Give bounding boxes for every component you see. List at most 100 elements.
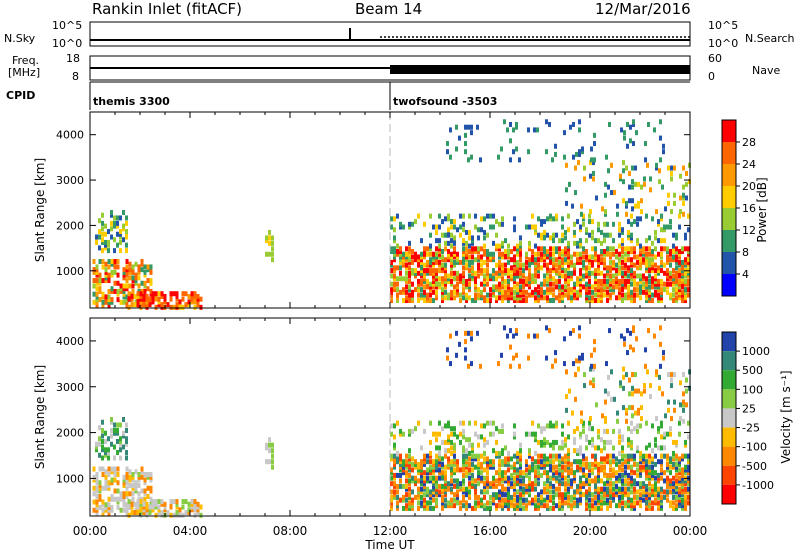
velocity-cell [417,500,420,506]
power-cell [429,287,432,293]
power-cell [149,267,153,273]
velocity-cell [450,431,453,437]
power-cell [411,270,414,276]
power-cell [543,232,546,238]
power-cell [516,270,519,276]
power-cell [447,213,450,219]
velocity-cell [507,489,510,495]
power-cell [527,127,530,133]
power-cell [612,262,615,268]
power-cell [516,268,519,274]
power-cell [139,296,143,302]
power-cell [618,295,621,301]
power-cell [647,121,650,127]
velocity-cell [549,497,552,503]
velocity-cell [662,350,665,356]
power-cell [122,275,126,281]
power-cell [619,173,622,179]
velocity-cell [685,402,688,408]
power-cell [576,219,579,225]
velocity-cell [651,505,654,511]
power-cell [113,261,117,267]
power-cell [627,278,630,284]
power-cell [543,254,546,260]
power-cell [474,276,477,282]
power-cell [672,243,675,249]
power-cell [594,254,597,260]
power-cell [420,254,423,260]
velocity-cell [649,394,652,400]
velocity-cell [471,456,474,462]
velocity-cell [450,500,453,506]
power-cell [573,270,576,276]
velocity-cell [618,464,621,470]
power-cell [492,289,495,295]
velocity-cell [393,483,396,489]
power-cell [471,249,474,255]
velocity-cell [399,461,402,467]
power-cell [675,257,678,263]
power-cell [549,289,552,295]
velocity-cell [585,494,588,500]
velocity-cell [468,481,471,487]
power-cell [190,296,194,302]
velocity-cell [489,500,492,506]
velocity-cell [675,464,678,470]
power-cell [402,254,405,260]
power-cell [585,295,588,301]
power-cell [435,246,438,252]
power-cell [573,284,576,290]
velocity-cell [578,333,581,339]
velocity-cell [468,503,471,509]
power-cell [604,181,607,187]
velocity-cell [122,507,126,513]
power-cell [659,157,662,163]
power-cell [464,141,467,147]
velocity-cell [104,483,108,488]
power-cell [607,184,610,190]
power-cell [429,281,432,287]
velocity-cell [612,467,615,473]
velocity-cell [580,410,583,416]
power-cell [504,238,507,244]
power-cell [453,254,456,260]
velocity-cell [196,501,200,507]
velocity-cell [570,467,573,473]
velocity-cell [549,442,552,448]
velocity-cell [444,464,447,470]
velocity-cell [684,497,687,503]
power-cell [396,249,399,255]
power-cell [507,270,510,276]
velocity-cell [139,507,143,513]
power-cell [441,292,444,298]
power-cell [555,270,558,276]
velocity-cell [444,439,447,445]
velocity-cell [513,431,516,437]
velocity-cell [545,355,548,361]
velocity-cell [122,496,126,502]
velocity-cell [444,453,447,459]
power-cell [417,257,420,263]
velocity-cell [402,497,405,503]
power-cell [462,289,465,295]
power-cell [579,240,582,246]
power-cell [687,278,690,284]
velocity-cell [441,500,444,506]
velocity-cell [498,470,501,476]
velocity-cell [486,475,489,481]
power-cell [518,157,521,163]
velocity-cell [471,472,474,478]
velocity-cell [441,456,444,462]
velocity-cell [190,507,194,513]
velocity-cell [498,450,501,456]
power-cell [143,283,147,289]
power-cell [558,238,561,244]
velocity-cell [620,333,623,339]
velocity-cell [543,497,546,503]
power-cell [579,251,582,257]
power-cell [399,221,402,227]
power-cell [549,268,552,274]
power-cell [567,251,570,257]
velocity-cell [447,437,450,443]
nave-tick-top: 60 [708,52,722,65]
